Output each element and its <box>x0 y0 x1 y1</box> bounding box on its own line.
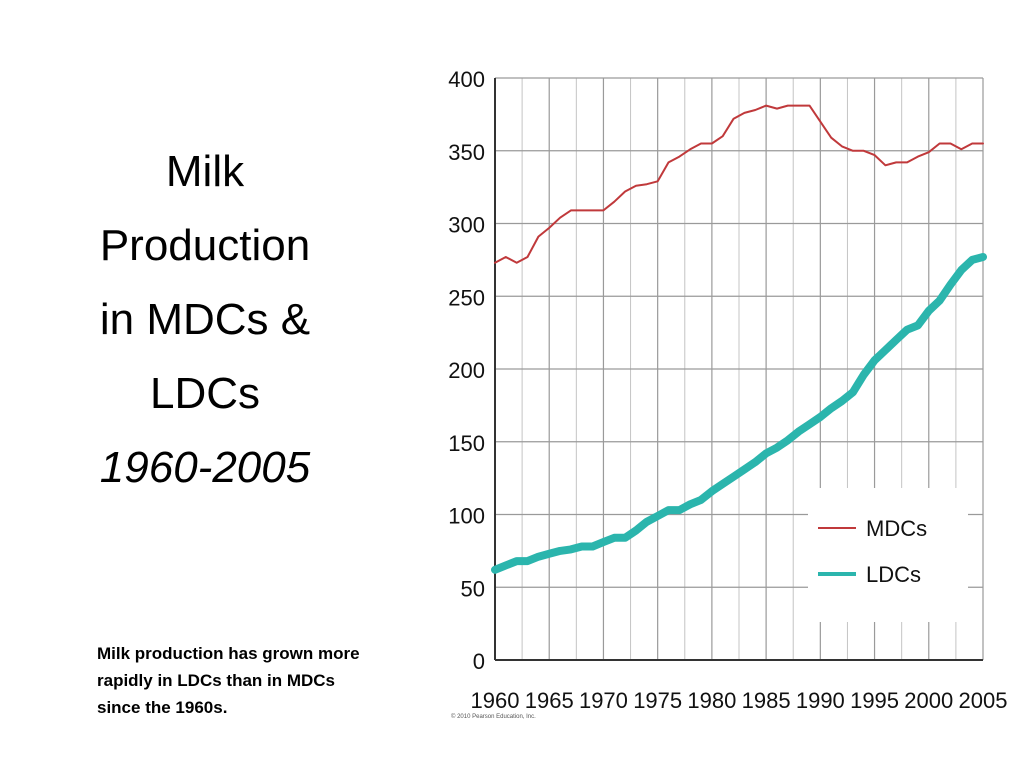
y-tick-label: 400 <box>448 67 485 92</box>
y-tick-label: 0 <box>473 649 485 674</box>
legend-label-ldcs: LDCs <box>866 562 921 587</box>
slide-title: Milk Production in MDCs & LDCs 1960-2005 <box>40 135 370 505</box>
title-line-4: LDCs <box>149 369 261 418</box>
x-tick-label: 2000 <box>904 688 953 713</box>
y-tick-label: 100 <box>448 504 485 529</box>
y-tick-label: 200 <box>448 358 485 383</box>
y-tick-label: 350 <box>448 140 485 165</box>
y-tick-label: 300 <box>448 213 485 238</box>
y-tick-label: 50 <box>461 576 485 601</box>
x-tick-label: 1990 <box>796 688 845 713</box>
title-years: 1960-2005 <box>99 443 311 492</box>
x-tick-label: 2005 <box>959 688 1008 713</box>
x-tick-label: 1995 <box>850 688 899 713</box>
title-line-2: Production <box>99 221 311 270</box>
legend-box <box>808 488 968 622</box>
x-tick-label: 1960 <box>471 688 520 713</box>
legend-label-mdcs: MDCs <box>866 516 927 541</box>
x-tick-label: 1975 <box>633 688 682 713</box>
title-line-3: in MDCs & <box>99 295 311 344</box>
slide-caption: Milk production has grown more rapidly i… <box>97 644 360 717</box>
milk-production-chart: 0 50 100 150 200 250 300 350 400 1960 1965 1970 1975… <box>448 67 1008 720</box>
y-tick-label: 250 <box>448 285 485 310</box>
title-line-1: Milk <box>165 147 245 196</box>
series-line-ldcs <box>491 253 987 574</box>
x-tick-label: 1985 <box>742 688 791 713</box>
x-tick-label: 1970 <box>579 688 628 713</box>
copyright-text: © 2010 Pearson Education, Inc. <box>451 713 536 720</box>
series-line-mdcs <box>494 104 984 264</box>
y-tick-label: 150 <box>448 431 485 456</box>
x-tick-label: 1980 <box>687 688 736 713</box>
x-tick-label: 1965 <box>525 688 574 713</box>
